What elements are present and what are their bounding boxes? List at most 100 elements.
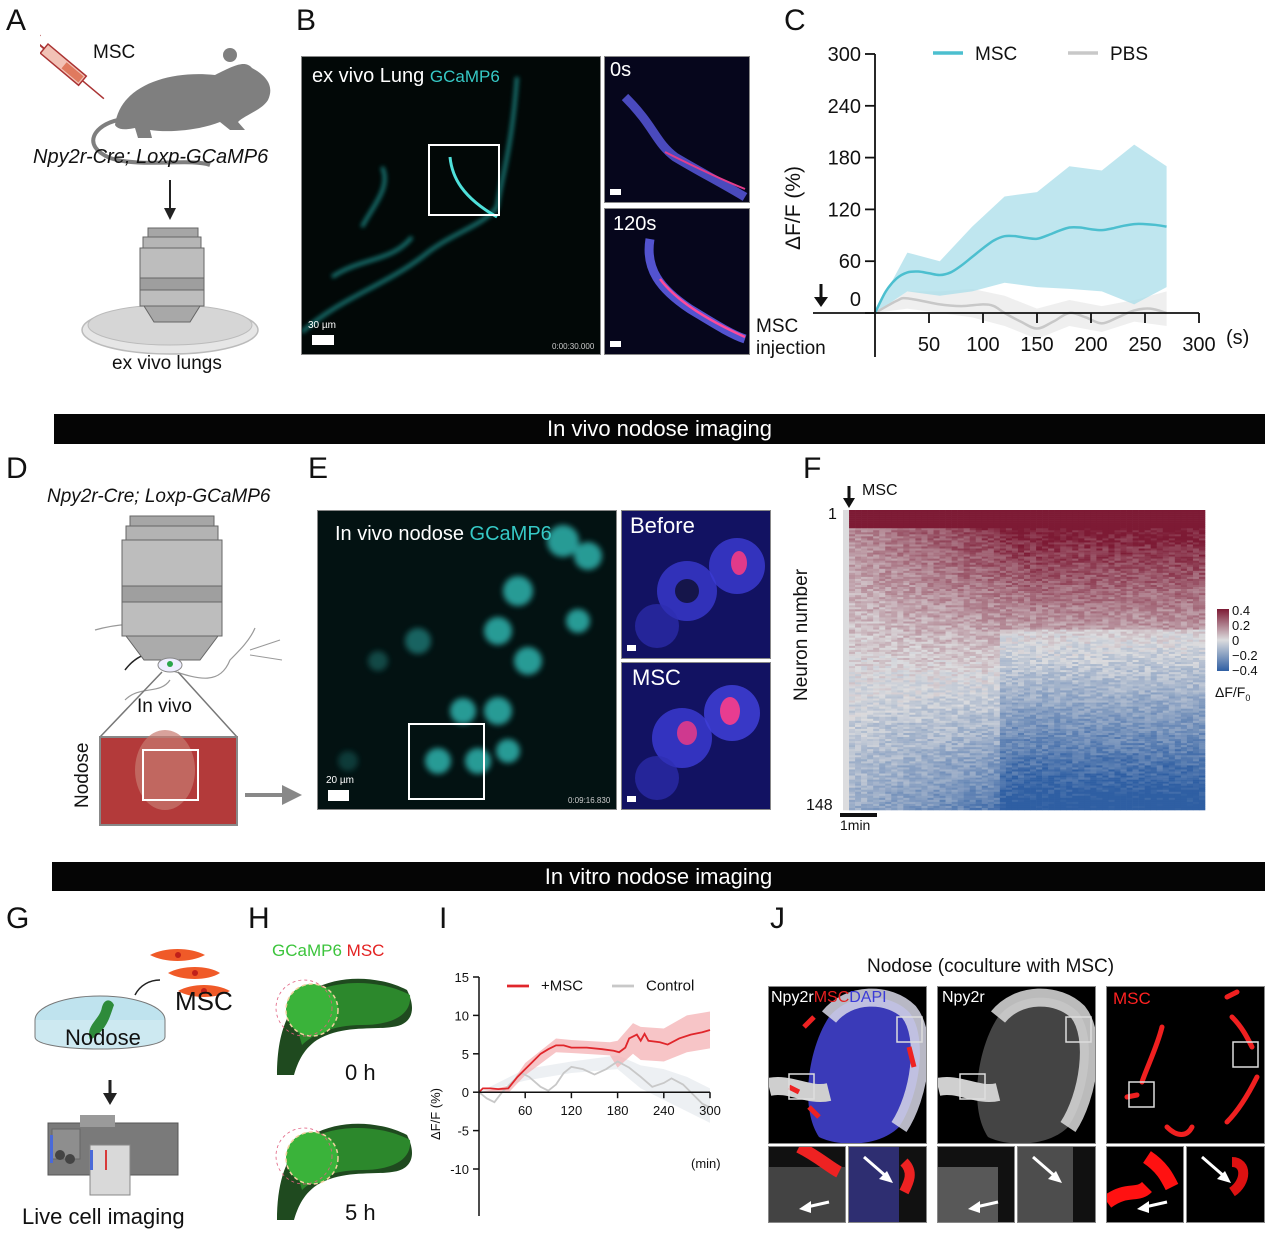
heatmap-cell (1156, 568, 1164, 572)
heatmap-cell (957, 526, 964, 529)
heatmap-cell (939, 619, 946, 622)
heatmap-cell (981, 607, 989, 610)
heatmap-cell (897, 528, 904, 531)
heatmap-cell (1174, 599, 1182, 602)
heatmap-cell (1017, 570, 1025, 574)
heatmap-cell (1030, 574, 1037, 578)
heatmap-cell (1042, 528, 1049, 531)
heatmap-cell (1060, 558, 1067, 561)
heatmap-cell (981, 627, 989, 630)
heatmap-cell (933, 605, 940, 608)
heatmap-cell (945, 645, 952, 649)
heatmap-cell (867, 582, 874, 586)
heatmap-cell (1090, 540, 1097, 543)
heatmap-cell (1156, 544, 1164, 547)
heatmap-cell (855, 603, 862, 606)
heatmap-cell (1024, 550, 1031, 553)
heatmap-cell (963, 530, 970, 533)
heatmap-cell (1150, 629, 1158, 632)
heatmap-cell (903, 524, 910, 527)
heatmap-cell (879, 657, 886, 661)
heatmap-cell (843, 518, 850, 521)
heatmap-cell (1162, 570, 1170, 574)
heatmap-cell (969, 623, 977, 626)
heatmap-cell (987, 518, 995, 521)
heatmap-cell (999, 512, 1007, 515)
heatmap-cell (1024, 672, 1031, 675)
heatmap-cell (969, 552, 977, 555)
heatmap-cell (1156, 522, 1164, 525)
heatmap-cell (1108, 554, 1115, 557)
heatmap-cell (1198, 629, 1206, 632)
heatmap-cell (1126, 645, 1133, 649)
heatmap-cell (951, 611, 958, 614)
heatmap-cell (963, 605, 970, 608)
heatmap-cell (1120, 637, 1127, 641)
heatmap-cell (843, 562, 850, 566)
x-tick-label: 200 (1074, 334, 1107, 356)
heatmap-cell (1090, 660, 1097, 663)
heatmap-cell (981, 552, 989, 555)
heatmap-cell (969, 524, 977, 527)
in-vivo-microscope-illustration (94, 515, 302, 826)
heatmap-cell (1054, 597, 1061, 600)
heatmap-cell (843, 643, 850, 647)
heatmap-cell (843, 585, 850, 588)
heatmap-cell (1198, 605, 1206, 608)
heatmap-cell (1054, 657, 1061, 661)
heatmap-cell (885, 609, 892, 612)
heatmap-cell (1054, 554, 1061, 557)
heatmap-cell (1072, 621, 1079, 624)
heatmap-cell (963, 536, 970, 539)
heatmap-cell (1192, 512, 1200, 515)
heatmap-cell (879, 637, 886, 641)
heatmap-cell (1192, 657, 1200, 661)
heatmap-cell (1066, 660, 1073, 663)
heatmap-cell (1078, 552, 1085, 555)
heatmap-cell (1126, 611, 1133, 614)
heatmap-cell (1186, 603, 1194, 606)
heatmap-cell (1156, 560, 1164, 564)
heatmap-cell (1096, 657, 1103, 661)
heatmap-cell (867, 552, 874, 555)
heatmap-cell (879, 562, 886, 566)
heatmap-cell (969, 540, 977, 543)
heatmap-cell (849, 621, 856, 624)
heatmap-cell (903, 560, 910, 564)
heatmap-cell (927, 621, 934, 624)
heatmap-cell (1005, 666, 1013, 669)
heatmap-cell (1162, 619, 1170, 622)
heatmap-cell (1186, 639, 1194, 643)
heatmap-cell (927, 662, 934, 665)
heatmap-cell (1084, 548, 1091, 551)
heatmap-cell (1174, 609, 1182, 612)
heatmap-cell (945, 546, 952, 549)
heatmap-cell (873, 516, 880, 519)
heatmap-cell (915, 601, 922, 604)
heatmap-cell (867, 574, 874, 578)
heatmap-cell (867, 637, 874, 641)
heatmap-cell (1096, 599, 1103, 602)
heatmap-cell (945, 621, 952, 624)
heatmap-cell (1162, 528, 1170, 531)
heatmap-cell (999, 647, 1007, 651)
heatmap-cell (1054, 615, 1061, 618)
heatmap-cell (1120, 522, 1127, 525)
heatmap-cell (1005, 637, 1013, 641)
heatmap-cell (1030, 578, 1037, 582)
heatmap-cell (1108, 585, 1115, 588)
heatmap-cell (975, 615, 983, 618)
heatmap-cell (1078, 518, 1085, 521)
heatmap-cell (939, 540, 946, 543)
heatmap-cell (921, 615, 928, 618)
heatmap-cell (1162, 540, 1170, 543)
heatmap-cell (1150, 631, 1158, 634)
heatmap-cell (921, 619, 928, 622)
heatmap-cell (1198, 574, 1206, 578)
heatmap-cell (1198, 516, 1206, 519)
heatmap-cell (999, 574, 1007, 578)
heatmap-cell (1042, 613, 1049, 616)
heatmap-cell (855, 591, 862, 594)
heatmap-cell (933, 637, 940, 641)
